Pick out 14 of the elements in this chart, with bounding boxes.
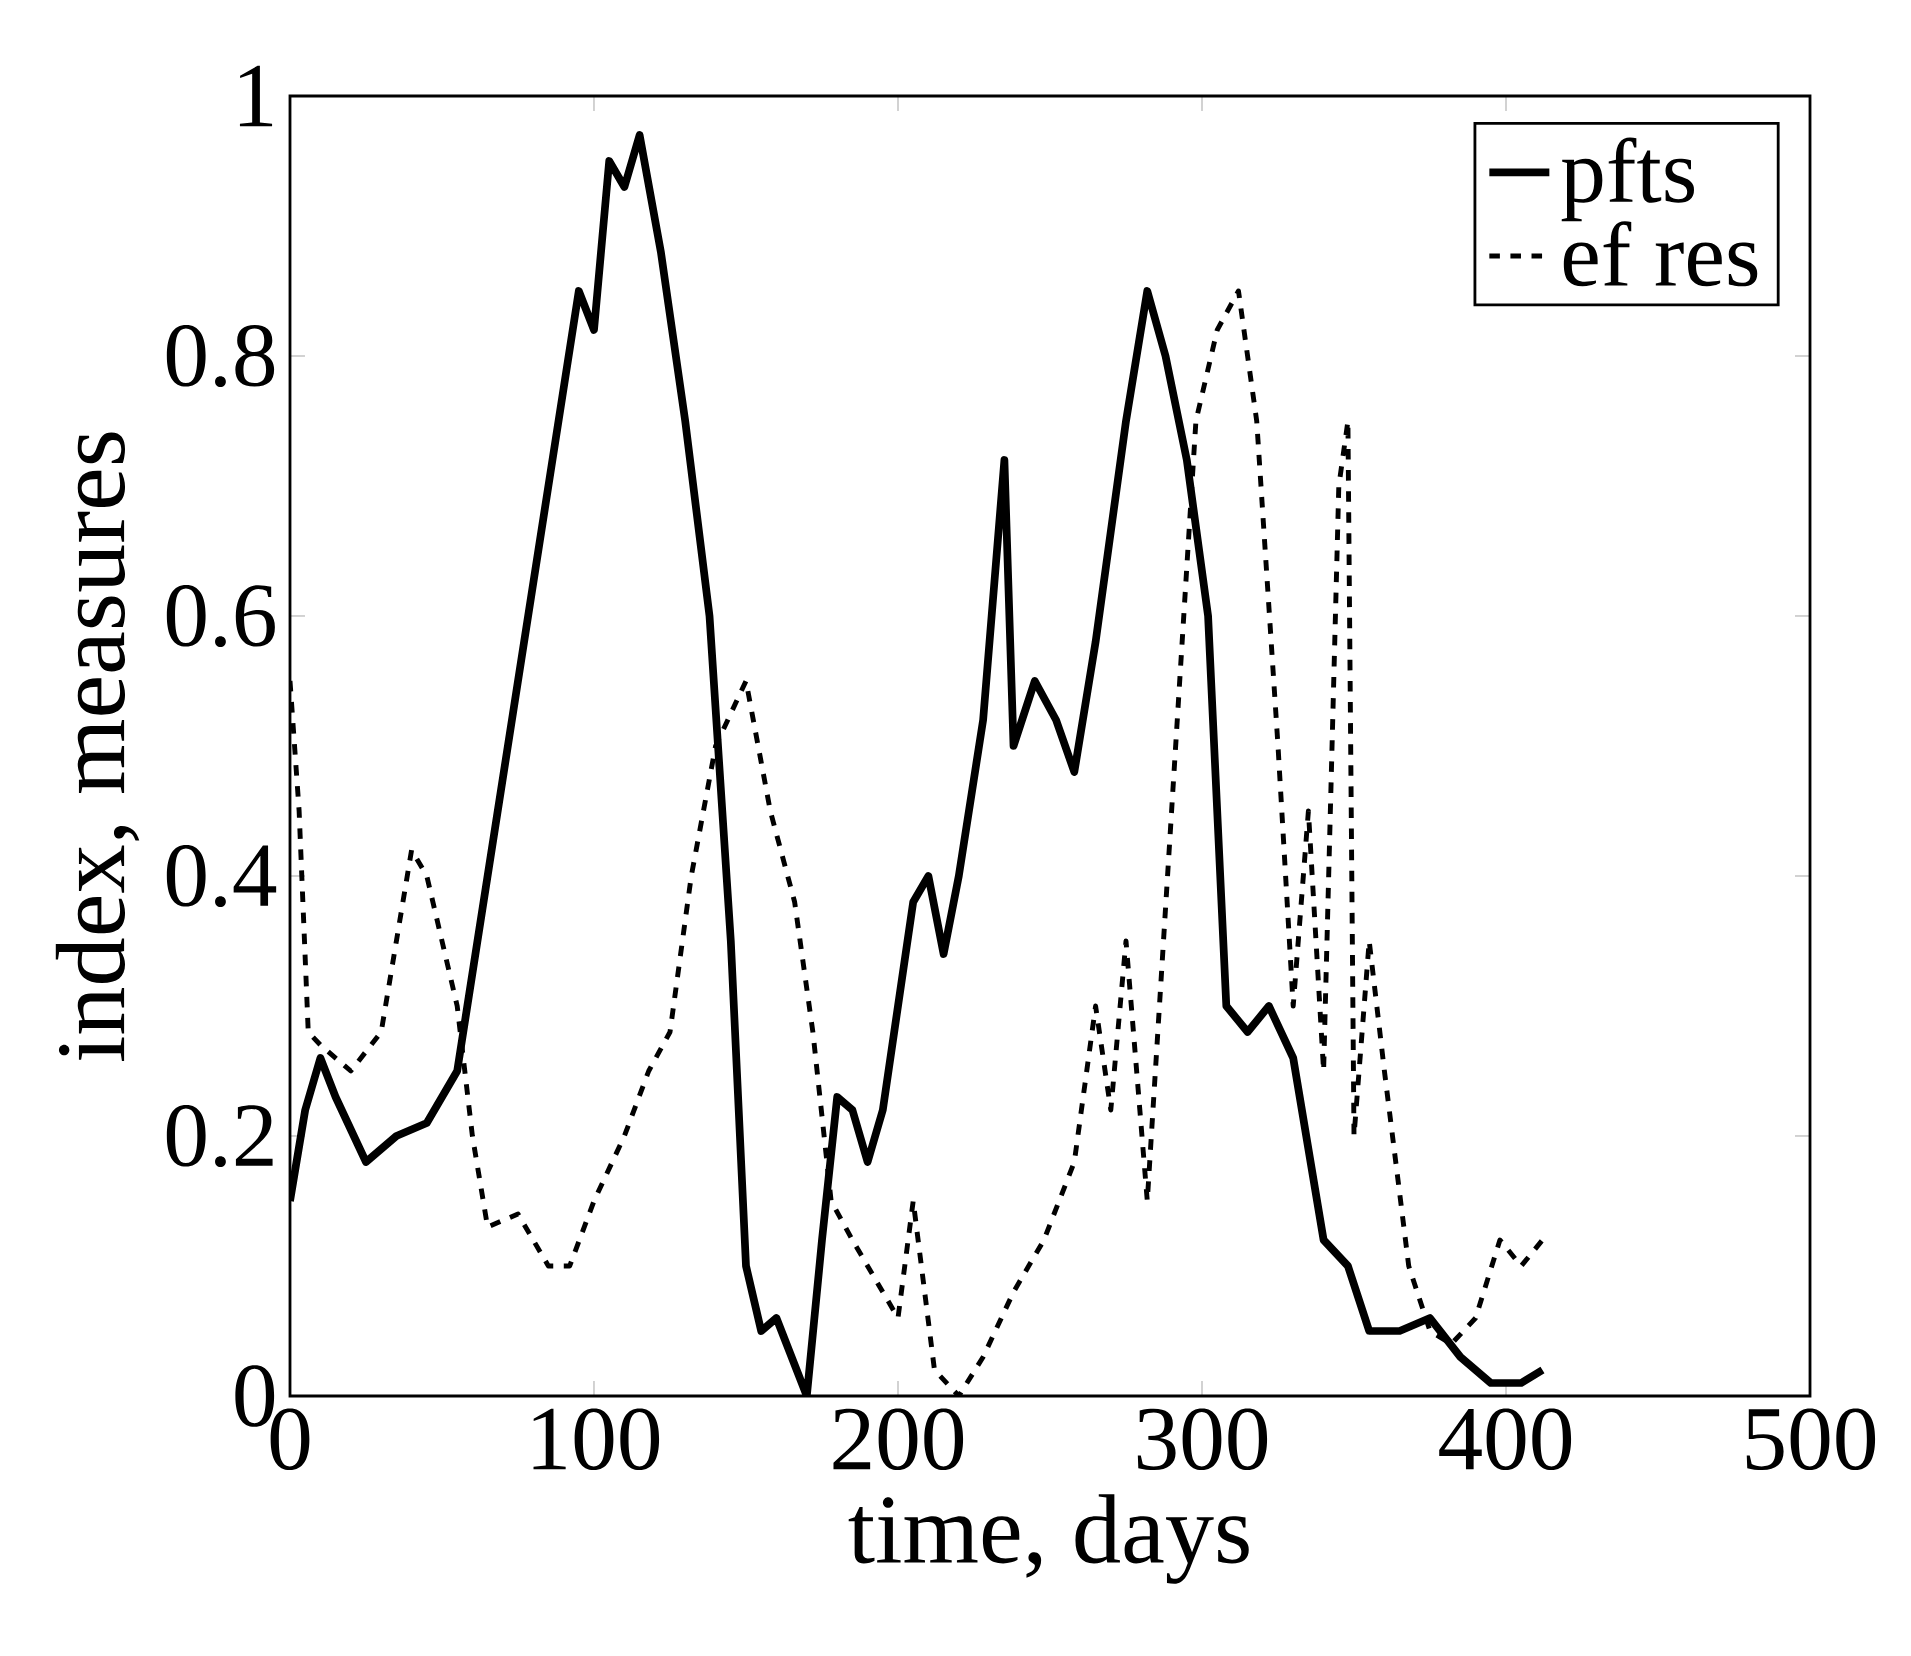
y-tick-label: 0.2 bbox=[166, 1104, 273, 1167]
y-axis-title: index, measures bbox=[55, 432, 140, 1061]
y-tick-label: 0.4 bbox=[166, 844, 277, 908]
x-tick-label: 200 bbox=[833, 1408, 964, 1471]
x-tick-label: 400 bbox=[1439, 1408, 1572, 1471]
x-tick-label: 100 bbox=[533, 1408, 660, 1471]
y-tick-label: 1 bbox=[239, 65, 273, 127]
y-tick-label: 0.8 bbox=[166, 324, 275, 387]
legend-label: pfts bbox=[1561, 137, 1694, 222]
y-tick-label: 0.6 bbox=[166, 584, 275, 647]
x-tick-label: 300 bbox=[1137, 1408, 1268, 1471]
x-tick-label: 500 bbox=[1746, 1408, 1876, 1471]
x-axis-title: time, days bbox=[848, 1494, 1249, 1584]
legend-label: ef res bbox=[1563, 221, 1758, 287]
